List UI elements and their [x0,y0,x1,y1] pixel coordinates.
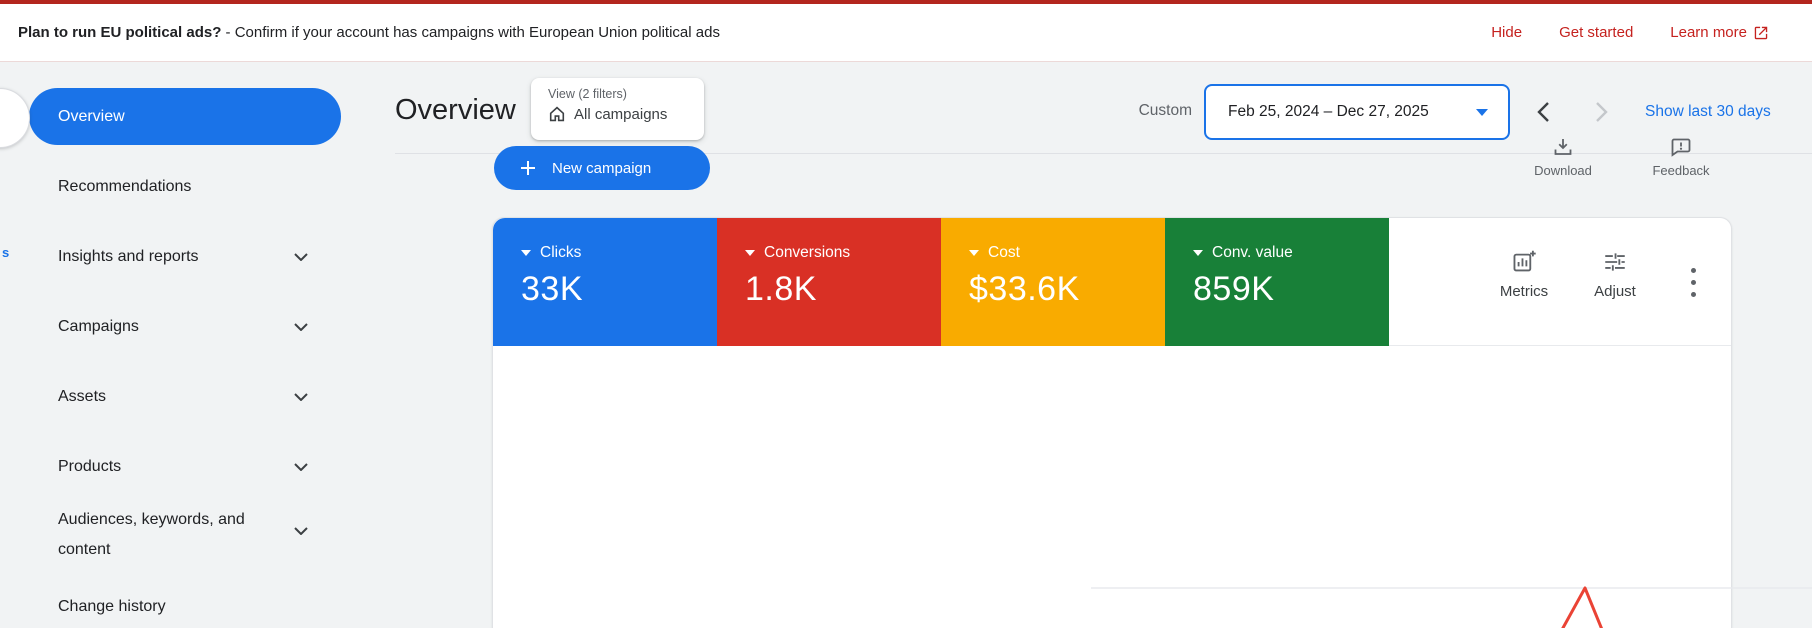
metric-value: 1.8K [745,270,817,308]
metric-tab-conversions[interactable]: Conversions 1.8K [717,218,941,346]
download-label: Download [1534,163,1592,178]
sidebar-item-label: Audiences, keywords, and content [58,511,245,558]
rail-partial-label: s [2,245,10,260]
view-filters-label: View (2 filters) [548,87,627,101]
banner-title: Plan to run EU political ads? [18,24,222,41]
metric-value: $33.6K [969,270,1080,308]
feedback-button[interactable]: Feedback [1641,136,1721,178]
chevron-down-icon [294,253,308,261]
sidebar-item-label: Overview [58,107,125,125]
new-campaign-button[interactable]: New campaign [494,146,710,190]
dropdown-arrow-icon [1476,108,1488,116]
metric-dropdown-icon[interactable] [1193,250,1203,256]
banner-subtitle: - Confirm if your account has campaigns … [225,24,720,41]
chevron-down-icon [294,463,308,471]
collapse-nav-button[interactable] [0,88,30,148]
metric-value: 33K [521,270,583,308]
home-icon [549,106,565,122]
sidebar-item-label: Change history [58,598,166,615]
chevron-down-icon [294,323,308,331]
learn-more-link[interactable]: Learn more [1670,24,1769,41]
sidebar-item-audiences-keywords-content[interactable]: Audiences, keywords, and content [58,505,308,565]
overview-chart: Feb 2024 Dec 2025 [1091,586,1812,628]
metric-tab-clicks[interactable]: Clicks 33K [493,218,717,346]
more-options-button[interactable] [1681,262,1705,302]
chevron-down-icon [294,527,308,535]
metric-value: 859K [1193,270,1275,308]
metric-tabs-row: Clicks 33K Conversions 1.8K Cost $33.6K … [493,218,1731,346]
sidebar-item-overview[interactable]: Overview [29,88,341,145]
show-last-30-days-link[interactable]: Show last 30 days [1645,103,1771,120]
previous-period-button[interactable] [1529,98,1557,126]
sidebar-item-recommendations[interactable]: Recommendations [58,173,308,201]
metric-dropdown-icon[interactable] [745,250,755,256]
date-range-value: Feb 25, 2024 – Dec 27, 2025 [1228,103,1429,120]
sidebar-item-label: Recommendations [58,178,192,195]
sidebar-item-products[interactable]: Products [58,453,308,481]
external-link-icon [1754,26,1768,39]
metric-tab-conv-value[interactable]: Conv. value 859K [1165,218,1389,346]
get-started-button[interactable]: Get started [1559,24,1634,41]
metric-label: Conversions [764,244,851,261]
overview-summary-card: Clicks 33K Conversions 1.8K Cost $33.6K … [492,217,1812,628]
metric-dropdown-icon[interactable] [969,250,979,256]
sidebar-item-insights-and-reports[interactable]: Insights and reports [58,243,308,271]
sidebar-item-assets[interactable]: Assets [58,383,308,411]
header-divider [395,153,1812,154]
banner-accent-bar [0,0,1812,4]
new-campaign-label: New campaign [552,159,652,177]
sidebar-item-label: Products [58,458,122,475]
eu-political-ads-banner: Plan to run EU political ads? - Confirm … [0,0,1812,62]
dot [1690,267,1696,273]
banner-message: Plan to run EU political ads? - Confirm … [18,24,720,41]
next-period-button[interactable] [1588,98,1616,126]
date-range-picker[interactable]: Feb 25, 2024 – Dec 27, 2025 [1204,84,1510,140]
dot [1690,279,1696,285]
hide-button[interactable]: Hide [1491,24,1523,41]
metric-label: Conv. value [1212,244,1293,261]
adjust-sliders-icon [1605,253,1625,271]
metrics-chart-icon [1513,250,1536,272]
chevron-right-icon [1596,102,1608,122]
feedback-icon [1671,138,1691,157]
view-filters-popup[interactable]: View (2 filters) All campaigns [531,78,704,140]
feedback-label: Feedback [1652,163,1710,178]
download-icon [1554,139,1572,155]
metric-label: Clicks [540,244,582,261]
download-button[interactable]: Download [1523,136,1603,178]
learn-more-label: Learn more [1670,24,1747,41]
date-preset-label: Custom [1138,102,1192,119]
metric-dropdown-icon[interactable] [521,250,531,256]
page-title: Overview [395,94,516,126]
adjust-button-label: Adjust [1594,283,1636,300]
plus-icon [521,161,535,175]
sidebar-item-label: Campaigns [58,318,139,335]
all-campaigns-label: All campaigns [574,105,668,123]
metric-label: Cost [988,244,1020,261]
dot [1690,291,1696,297]
metrics-button-label: Metrics [1499,283,1549,300]
sidebar-item-label: Assets [58,388,107,405]
sidebar-item-label: Insights and reports [58,248,199,265]
metric-tab-cost[interactable]: Cost $33.6K [941,218,1165,346]
chevron-down-icon [294,393,308,401]
sidebar-item-campaigns[interactable]: Campaigns [58,313,308,341]
chevron-left-icon [1537,102,1549,122]
metrics-button[interactable]: Metrics [1482,249,1566,300]
adjust-button[interactable]: Adjust [1573,249,1657,300]
sidebar-item-change-history[interactable]: Change history [58,593,308,621]
